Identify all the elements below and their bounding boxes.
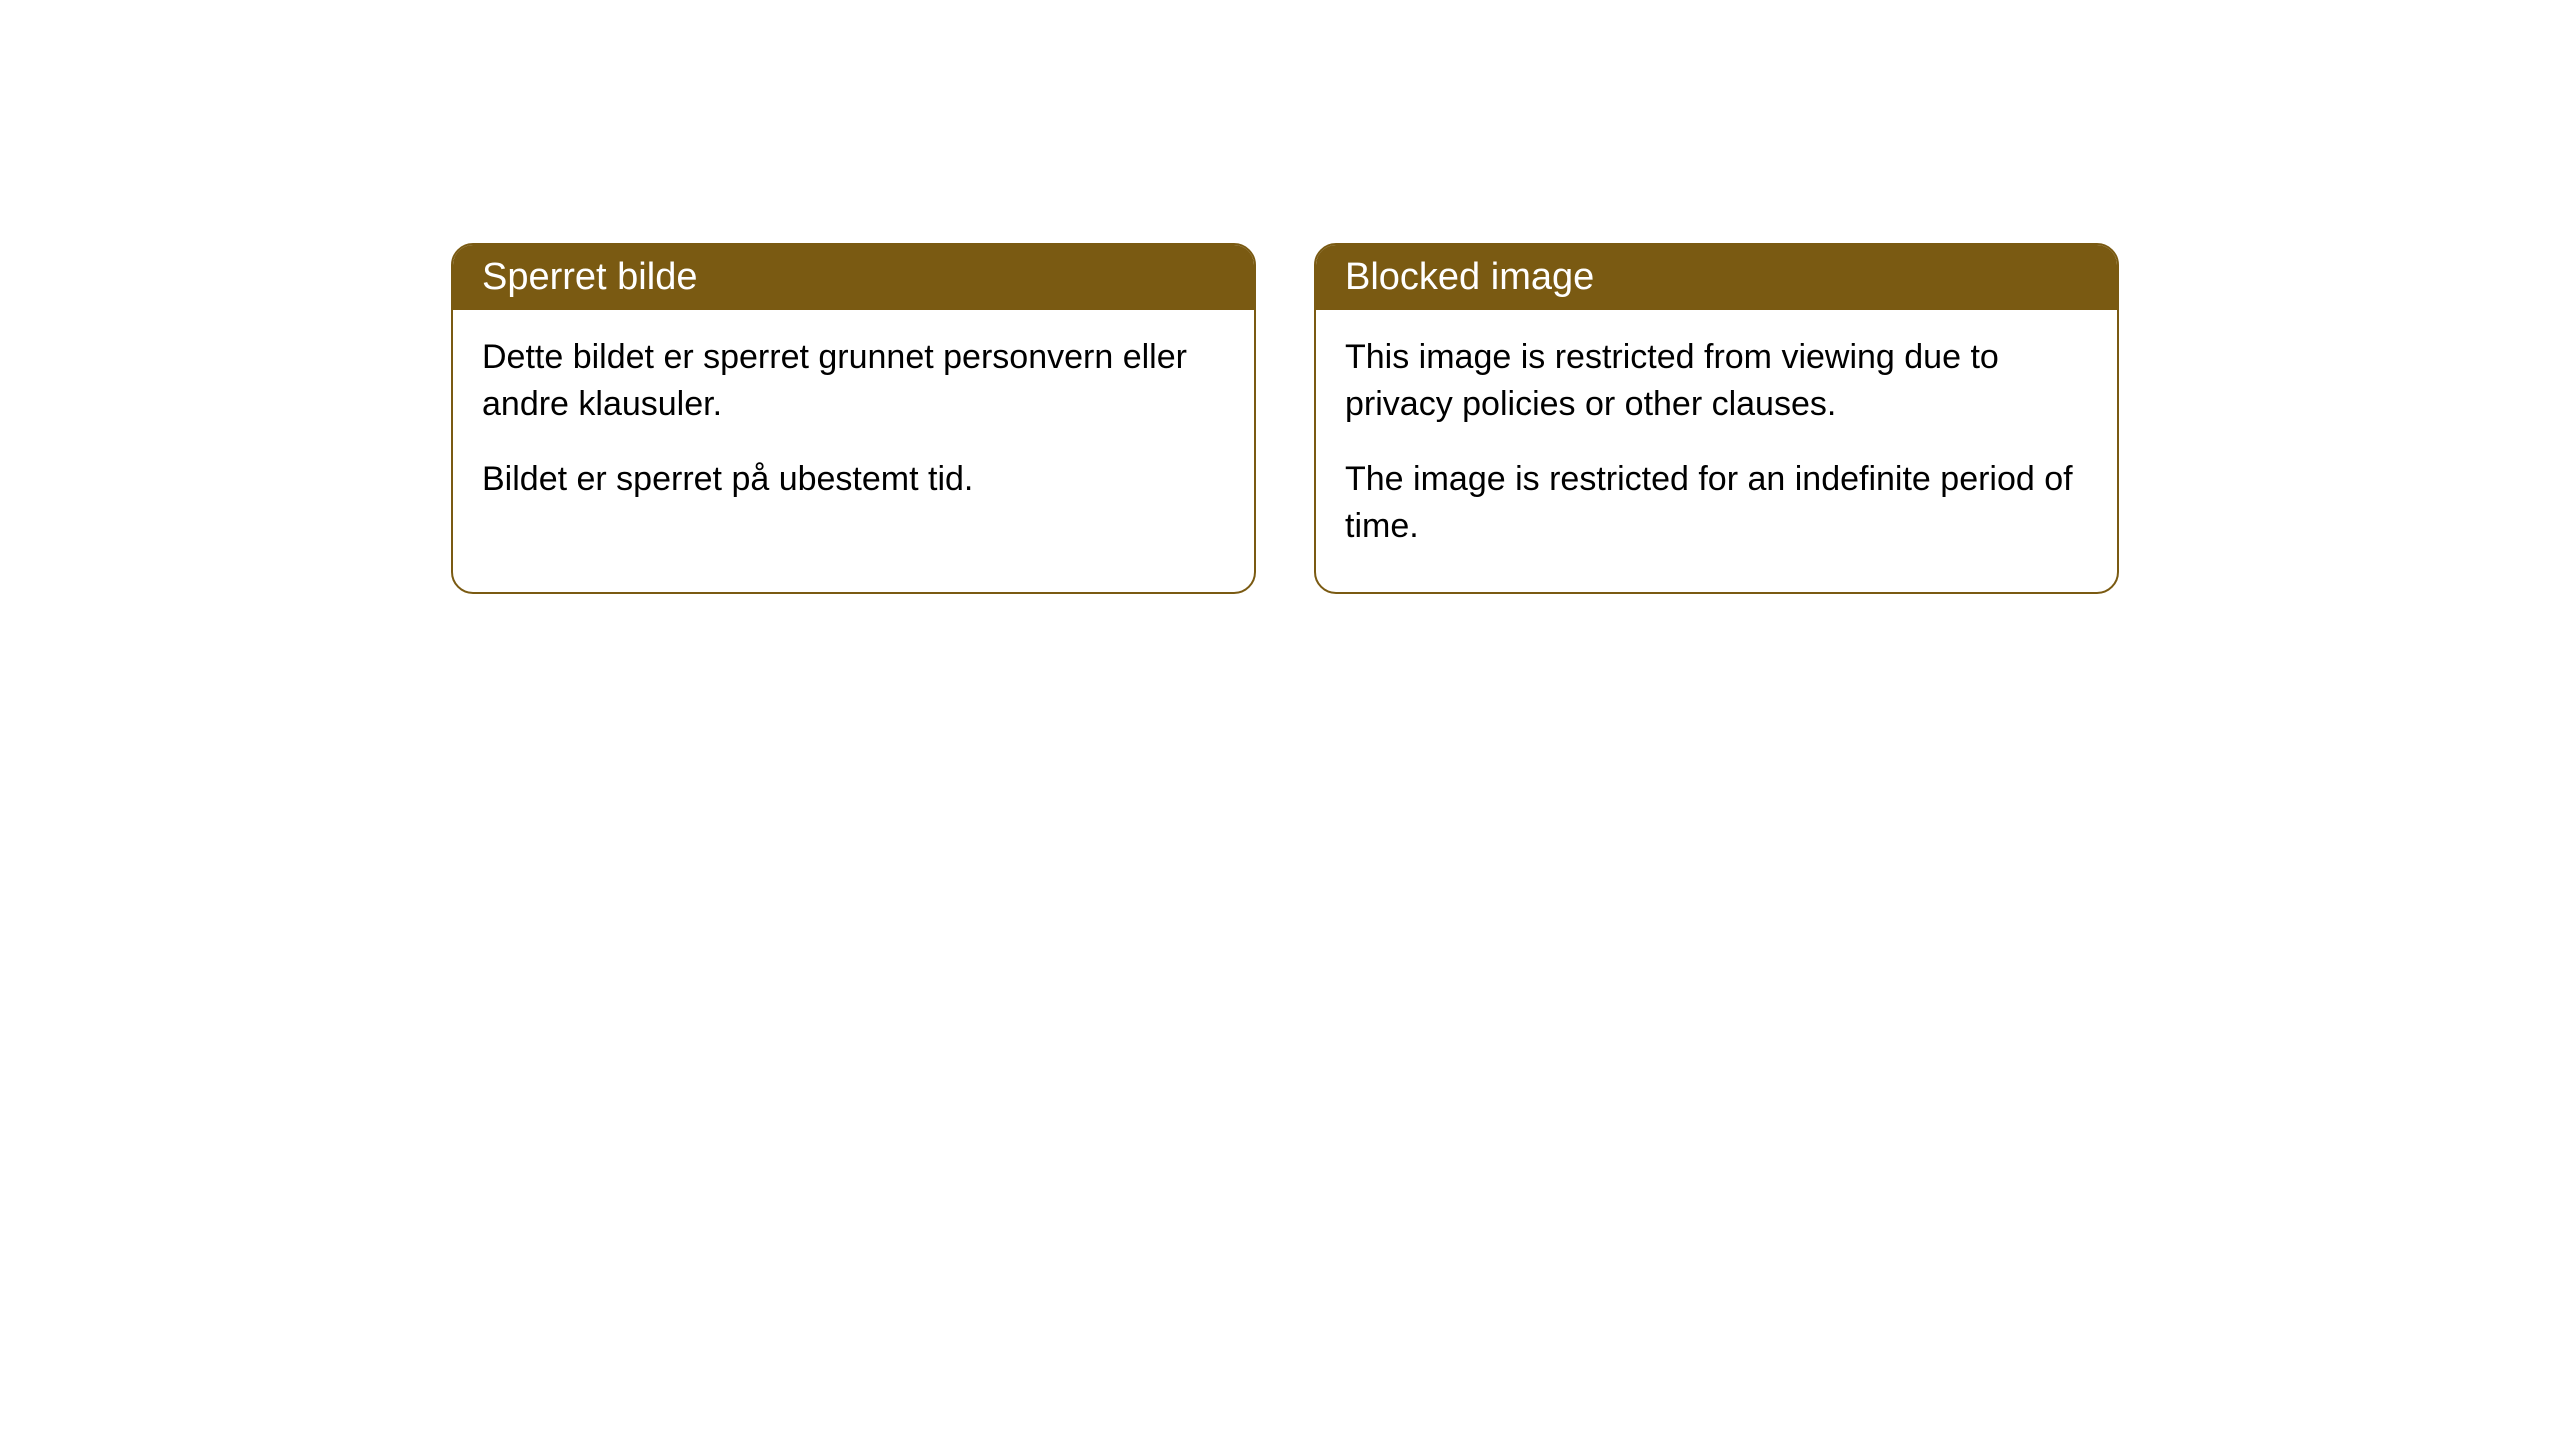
card-paragraph1-norwegian: Dette bildet er sperret grunnet personve… bbox=[482, 334, 1225, 428]
cards-container: Sperret bilde Dette bildet er sperret gr… bbox=[451, 243, 2119, 594]
card-paragraph1-english: This image is restricted from viewing du… bbox=[1345, 334, 2088, 428]
card-paragraph2-norwegian: Bildet er sperret på ubestemt tid. bbox=[482, 456, 1225, 503]
card-english: Blocked image This image is restricted f… bbox=[1314, 243, 2119, 594]
card-header-english: Blocked image bbox=[1316, 245, 2117, 310]
card-body-norwegian: Dette bildet er sperret grunnet personve… bbox=[453, 310, 1254, 545]
card-body-english: This image is restricted from viewing du… bbox=[1316, 310, 2117, 592]
card-header-norwegian: Sperret bilde bbox=[453, 245, 1254, 310]
card-paragraph2-english: The image is restricted for an indefinit… bbox=[1345, 456, 2088, 550]
card-norwegian: Sperret bilde Dette bildet er sperret gr… bbox=[451, 243, 1256, 594]
card-title-norwegian: Sperret bilde bbox=[482, 256, 697, 298]
card-title-english: Blocked image bbox=[1345, 256, 1594, 298]
